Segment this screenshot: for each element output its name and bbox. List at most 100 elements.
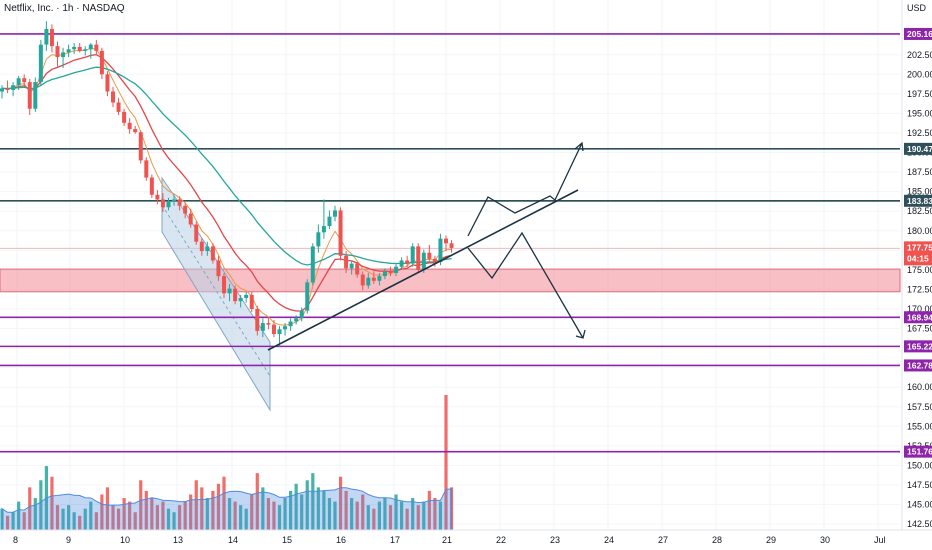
y-tick-label: 192.50 [907, 128, 932, 138]
y-tick-label: 155.00 [907, 421, 932, 431]
candle-body [205, 246, 210, 252]
volume-bar [250, 494, 254, 530]
x-tick-label: 23 [550, 535, 560, 545]
y-tick-label: 147.50 [907, 480, 932, 490]
candle-body [283, 326, 288, 330]
candle-body [88, 44, 93, 50]
price-badge-text: 205.16 [907, 29, 932, 39]
volume-bar [55, 505, 60, 530]
volume-bar [200, 487, 204, 530]
candle-body [382, 271, 387, 277]
last-price-text: 177.75 [907, 242, 932, 252]
volume-bar [172, 512, 176, 530]
volume-bar [89, 501, 93, 530]
volume-bar [388, 505, 393, 530]
price-badge-162.78 [904, 359, 932, 372]
volume-bar [67, 505, 71, 530]
moving-average-1 [1, 47, 452, 326]
currency-label: USD [907, 3, 927, 13]
x-tick-label: 24 [604, 535, 614, 545]
candle-body [427, 252, 432, 259]
volume-bar [5, 515, 10, 530]
candle-body [183, 205, 188, 214]
candle-body [194, 224, 199, 242]
y-tick-label: 150.00 [907, 460, 932, 470]
candle-body [321, 226, 326, 233]
candle-body [449, 243, 454, 248]
candle-body [244, 294, 249, 299]
candle-body [444, 238, 448, 244]
candle-body [305, 282, 310, 311]
candle-body [399, 260, 404, 267]
candle-body [44, 28, 49, 45]
price-axis-background [902, 0, 932, 550]
candle-body [227, 288, 232, 294]
candle-body [344, 255, 349, 269]
x-tick-label: Jul [874, 535, 886, 545]
volume-bar [216, 483, 221, 530]
x-tick-label: 9 [66, 535, 71, 545]
y-tick-label: 167.50 [907, 324, 932, 334]
volume-bar [305, 480, 309, 530]
volume-bar [211, 490, 215, 530]
volume-bar [78, 515, 82, 530]
volume-bar [377, 501, 381, 530]
volume-bar [111, 505, 115, 530]
volume-bar [205, 498, 209, 530]
bar-countdown-text: 04:15 [907, 253, 929, 263]
volume-bar [289, 490, 293, 530]
candle-body [177, 199, 182, 206]
volume-bar [133, 512, 137, 530]
candle-body [416, 246, 421, 270]
volume-bar [294, 483, 298, 530]
price-badge-190.47 [904, 142, 932, 155]
candle-body [22, 78, 27, 83]
candle-body [99, 50, 104, 75]
y-tick-label: 157.50 [907, 402, 932, 412]
candle-body [133, 129, 138, 133]
y-tick-label: 202.50 [907, 50, 932, 60]
candle-body [166, 201, 171, 208]
y-tick-label: 172.50 [907, 284, 932, 294]
candle-body [233, 288, 238, 302]
price-badge-text: 168.94 [907, 312, 932, 322]
candle-body [222, 276, 226, 294]
volume-bar [155, 505, 159, 530]
candle-body [116, 102, 121, 112]
candle-body [27, 82, 32, 109]
volume-bar [39, 480, 43, 530]
x-tick-label: 29 [766, 535, 776, 545]
candle-body [16, 78, 21, 86]
candle-body [371, 277, 376, 281]
volume-bar [438, 501, 443, 530]
candle-body [388, 271, 393, 273]
volume-bar [361, 494, 365, 530]
candle-body [49, 28, 54, 47]
x-tick-label: 28 [712, 535, 722, 545]
candle-body [255, 308, 260, 331]
candle-body [327, 216, 332, 227]
volume-bar [189, 494, 193, 530]
volume-bar [28, 487, 32, 530]
candle-body [105, 74, 110, 92]
candle-body [77, 46, 82, 51]
candle-body [338, 210, 343, 256]
volume-bar [277, 505, 282, 530]
bearish-arrow-head [575, 329, 586, 339]
price-badge-text: 162.78 [907, 360, 932, 370]
volume-bar [33, 498, 37, 530]
x-tick-label: 16 [336, 535, 346, 545]
volume-bar [100, 494, 104, 530]
volume-bar [411, 498, 415, 530]
candle-body [66, 49, 71, 53]
price-badge-205.16 [904, 27, 932, 40]
volume-bar [372, 508, 376, 530]
time-axis-background [0, 530, 932, 550]
x-tick-label: 27 [658, 535, 668, 545]
y-tick-label: 185.00 [907, 187, 932, 197]
candle-body [394, 266, 399, 273]
candle-body [5, 88, 10, 90]
x-tick-label: 15 [282, 535, 292, 545]
volume-bar [261, 487, 265, 530]
